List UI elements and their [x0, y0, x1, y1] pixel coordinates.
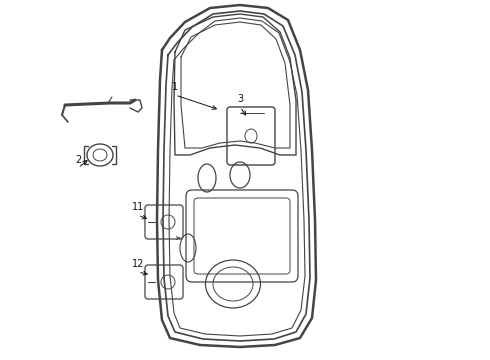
- Text: 3: 3: [237, 94, 243, 104]
- Text: 2: 2: [75, 155, 81, 165]
- Text: 11: 11: [132, 202, 144, 212]
- Text: 12: 12: [132, 259, 144, 269]
- Text: 1: 1: [172, 82, 178, 92]
